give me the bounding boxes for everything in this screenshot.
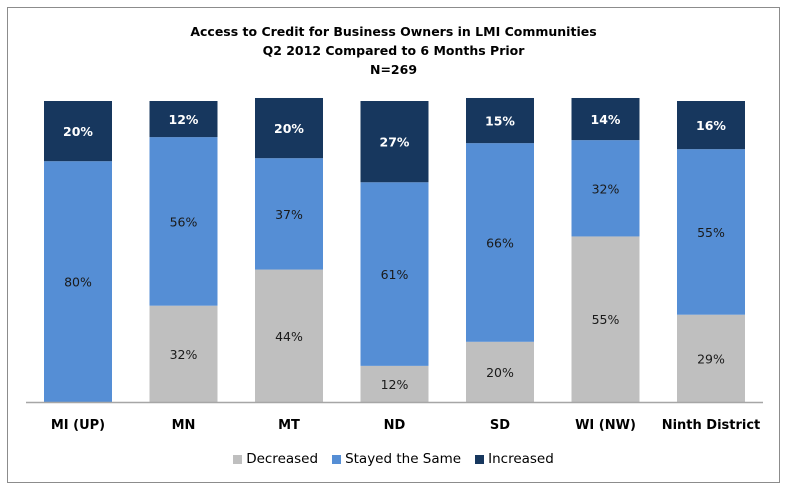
bar-segment-increased	[44, 101, 112, 162]
legend-item: Increased	[475, 451, 554, 467]
bar-segment-increased	[360, 101, 429, 183]
data-label: 55%	[592, 312, 620, 327]
data-label: 27%	[380, 135, 410, 150]
x-tick-label: MN	[172, 418, 196, 433]
data-label: 12%	[169, 112, 199, 127]
bar-segment-decreased	[149, 305, 218, 402]
data-label: 32%	[170, 347, 198, 362]
bar-segment-increased	[677, 101, 745, 150]
bar-segment-stayed-the-same	[571, 140, 640, 237]
data-label: 29%	[697, 351, 725, 366]
data-label: 20%	[486, 365, 514, 380]
data-label: 14%	[591, 112, 621, 127]
bar-segment-stayed-the-same	[360, 182, 429, 366]
x-tick-label: MT	[278, 418, 300, 433]
bar-segment-increased	[466, 97, 534, 144]
bar-segment-stayed-the-same	[149, 137, 218, 306]
data-label: 32%	[592, 181, 620, 196]
bar-segment-stayed-the-same	[677, 149, 745, 315]
x-tick-label: MI (UP)	[51, 418, 105, 433]
bar-segment-decreased	[677, 314, 745, 402]
chart-subtitle: Q2 2012 Compared to 6 Months Prior	[262, 43, 525, 58]
legend-item: Stayed the Same	[332, 451, 461, 467]
legend-swatch	[475, 454, 485, 464]
data-label: 20%	[274, 121, 304, 136]
chart-title: Access to Credit for Business Owners in …	[190, 24, 597, 39]
data-label: 16%	[696, 118, 726, 133]
bar-segment-decreased	[466, 341, 534, 402]
data-label: 37%	[275, 207, 303, 222]
legend-item: Decreased	[233, 451, 318, 467]
data-label: 15%	[485, 114, 515, 129]
data-label: 61%	[381, 267, 409, 282]
data-label: 20%	[63, 124, 93, 139]
data-label: 56%	[170, 214, 198, 229]
bar-segment-increased	[255, 97, 323, 159]
data-label: 55%	[697, 225, 725, 240]
bar-segment-stayed-the-same	[44, 161, 112, 402]
bar-segment-stayed-the-same	[466, 143, 534, 342]
bar-segment-stayed-the-same	[255, 158, 323, 270]
bar-segment-decreased	[571, 236, 640, 402]
data-label: 44%	[275, 329, 303, 344]
chart-note: N=269	[369, 62, 418, 77]
legend-label: Stayed the Same	[345, 451, 462, 467]
bar-segment-decreased	[360, 365, 429, 402]
bar-segment-increased	[571, 97, 640, 141]
legend-label: Decreased	[246, 451, 319, 467]
bar-segment-decreased	[255, 269, 323, 402]
x-tick-label: SD	[490, 418, 510, 433]
legend-swatch	[332, 454, 342, 464]
data-label: 80%	[64, 275, 92, 290]
legend-label: Increased	[488, 451, 554, 467]
data-label: 66%	[486, 235, 514, 250]
x-tick-label: WI (NW)	[575, 418, 636, 433]
x-tick-label: Ninth District	[662, 418, 761, 433]
data-label: 12%	[381, 377, 409, 392]
legend-swatch	[233, 454, 243, 464]
legend: Decreased Stayed the Same Increased	[0, 451, 787, 467]
bar-segment-increased	[149, 101, 218, 138]
x-tick-label: ND	[384, 418, 406, 433]
